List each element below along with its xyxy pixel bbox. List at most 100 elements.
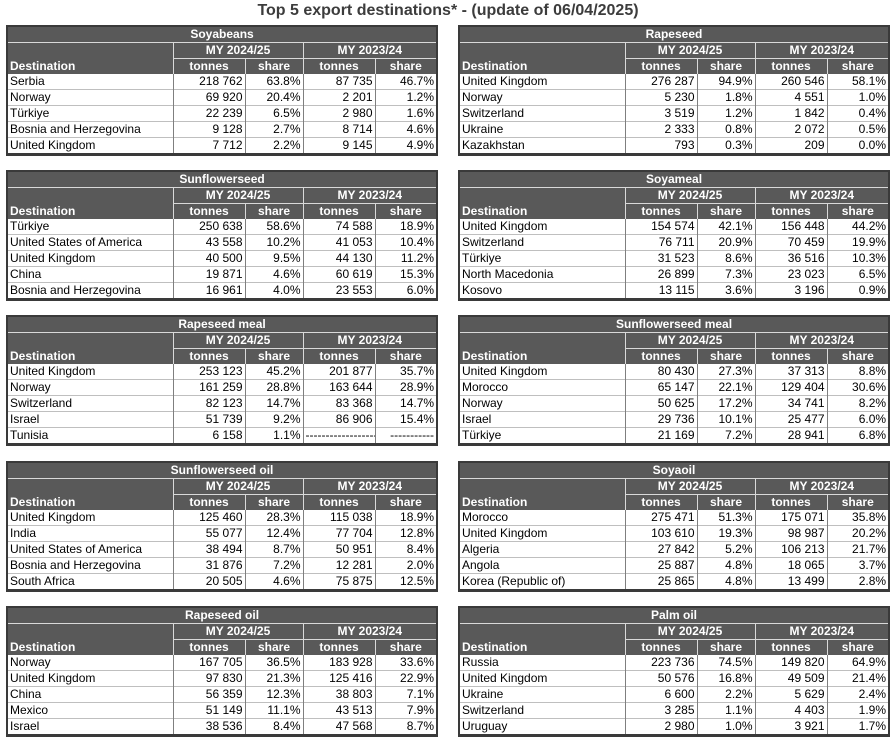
tonnes-previous-cell: 3 921: [754, 718, 827, 734]
destination-cell: Norway: [8, 89, 173, 106]
tonnes-current-cell: 250 638: [172, 219, 245, 235]
my-previous-header: MY 2023/24: [302, 623, 437, 640]
share-current-cell: 6.5%: [244, 105, 303, 122]
share-previous-cell: 10.4%: [374, 234, 437, 251]
tonnes-previous-cell: 77 704: [302, 525, 375, 542]
destination-cell: South Africa: [8, 573, 173, 589]
share-header: share: [696, 348, 755, 364]
share-previous-cell: 1.7%: [826, 718, 889, 734]
table-row: Switzerland 76 711 20.9% 70 459 19.9%: [460, 234, 889, 251]
destination-cell: Kosovo: [460, 282, 625, 298]
share-current-cell: 11.1%: [244, 702, 303, 719]
share-header: share: [696, 639, 755, 655]
my-previous-header: MY 2023/24: [302, 187, 437, 204]
share-previous-cell: 7.1%: [374, 686, 437, 703]
tonnes-previous-cell: 41 053: [302, 234, 375, 251]
column-header-row: Destination tonnes share tonnes share: [460, 494, 889, 510]
tonnes-header: tonnes: [302, 494, 375, 510]
destination-cell: Türkiye: [460, 427, 625, 443]
table-row: Bosnia and Herzegovina 9 128 2.7% 8 714 4.6%: [8, 121, 437, 138]
share-previous-cell: 8.4%: [374, 541, 437, 558]
product-name: Soyameal: [460, 172, 889, 188]
tonnes-current-cell: 51 739: [172, 411, 245, 428]
table-row: United Kingdom 125 460 28.3% 115 038 18.9%: [8, 510, 437, 526]
share-header: share: [374, 639, 437, 655]
column-header-row: Destination tonnes share tonnes share: [8, 494, 437, 510]
destination-cell: United States of America: [8, 234, 173, 251]
share-current-cell: 14.7%: [244, 395, 303, 412]
share-current-cell: 94.9%: [696, 74, 755, 90]
table-row: Türkiye 21 169 7.2% 28 941 6.8%: [460, 427, 889, 443]
blank-cell: [8, 187, 173, 204]
tonnes-header: tonnes: [754, 639, 827, 655]
product-name: Soyabeans: [8, 27, 437, 43]
tonnes-previous-cell: 209: [754, 137, 827, 153]
page-title: Top 5 export destinations* - (update of …: [257, 2, 639, 19]
tonnes-previous-cell: 149 820: [754, 655, 827, 671]
destination-cell: Norway: [8, 379, 173, 396]
destination-header: Destination: [460, 639, 625, 655]
table-row: United Kingdom 103 610 19.3% 98 987 20.2%: [460, 525, 889, 542]
tonnes-previous-cell: 34 741: [754, 395, 827, 412]
share-current-cell: 17.2%: [696, 395, 755, 412]
table-row: United Kingdom 253 123 45.2% 201 877 35.7%: [8, 364, 437, 380]
tonnes-previous-cell: 87 735: [302, 74, 375, 90]
table-row: Israel 51 739 9.2% 86 906 15.4%: [8, 411, 437, 428]
share-current-cell: 27.3%: [696, 364, 755, 380]
table-row: Norway 167 705 36.5% 183 928 33.6%: [8, 655, 437, 671]
tonnes-current-cell: 50 576: [624, 670, 697, 687]
destination-cell: United Kingdom: [8, 137, 173, 153]
destination-cell: Norway: [460, 89, 625, 106]
tonnes-current-cell: 793: [624, 137, 697, 153]
export-table: Rapeseed meal MY 2024/25 MY 2023/24 Destina…: [8, 317, 437, 443]
tonnes-previous-cell: 125 416: [302, 670, 375, 687]
tonnes-header: tonnes: [302, 58, 375, 74]
tonnes-current-cell: 13 115: [624, 282, 697, 298]
tonnes-previous-cell: 60 619: [302, 266, 375, 283]
share-previous-cell: 33.6%: [374, 655, 437, 671]
my-previous-header: MY 2023/24: [302, 332, 437, 349]
share-previous-cell: 1.0%: [826, 89, 888, 106]
destination-cell: United Kingdom: [8, 364, 173, 380]
share-current-cell: 10.2%: [244, 234, 303, 251]
product-header-row: Sunflowerseed: [8, 172, 437, 188]
tonnes-previous-cell: 115 038: [302, 510, 375, 526]
my-current-header: MY 2024/25: [624, 187, 755, 204]
tonnes-header: tonnes: [624, 494, 697, 510]
marketing-year-row: MY 2024/25 MY 2023/24: [460, 623, 889, 640]
destination-cell: Israel: [460, 411, 625, 428]
column-header-row: Destination tonnes share tonnes share: [460, 203, 889, 219]
share-header: share: [696, 58, 755, 74]
destination-cell: Switzerland: [460, 234, 625, 251]
tonnes-previous-cell: 83 368: [302, 395, 375, 412]
tonnes-current-cell: 51 149: [172, 702, 245, 719]
share-header: share: [374, 203, 437, 219]
tonnes-current-cell: 40 500: [172, 250, 245, 267]
destination-cell: United Kingdom: [8, 250, 173, 267]
destination-header: Destination: [8, 494, 173, 510]
share-previous-cell: 64.9%: [826, 655, 889, 671]
destination-cell: Switzerland: [460, 702, 625, 719]
table-row: Tunisia 6 158 1.1% ------------------ ------…: [8, 427, 437, 443]
tonnes-current-cell: 103 610: [624, 525, 697, 542]
export-table: Rapeseed MY 2024/25 MY 2023/24 Destination t…: [460, 27, 888, 153]
tonnes-header: tonnes: [624, 58, 697, 74]
table-row: North Macedonia 26 899 7.3% 23 023 6.5%: [460, 266, 889, 283]
tonnes-previous-cell: 163 644: [302, 379, 375, 396]
tonnes-header: tonnes: [172, 494, 245, 510]
share-previous-cell: 11.2%: [374, 250, 437, 267]
tonnes-previous-cell: 25 477: [754, 411, 827, 428]
tonnes-current-cell: 65 147: [624, 379, 697, 396]
destination-cell: Israel: [8, 718, 173, 734]
tonnes-current-cell: 19 871: [172, 266, 245, 283]
tonnes-previous-cell: 23 023: [754, 266, 827, 283]
share-previous-cell: 46.7%: [374, 74, 437, 90]
marketing-year-row: MY 2024/25 MY 2023/24: [8, 42, 437, 59]
share-previous-cell: 3.7%: [826, 557, 889, 574]
product-name: Sunflowerseed oil: [8, 463, 437, 479]
share-current-cell: 28.8%: [244, 379, 303, 396]
tonnes-current-cell: 43 558: [172, 234, 245, 251]
tonnes-header: tonnes: [302, 348, 375, 364]
share-header: share: [826, 639, 889, 655]
tonnes-current-cell: 20 505: [172, 573, 245, 589]
